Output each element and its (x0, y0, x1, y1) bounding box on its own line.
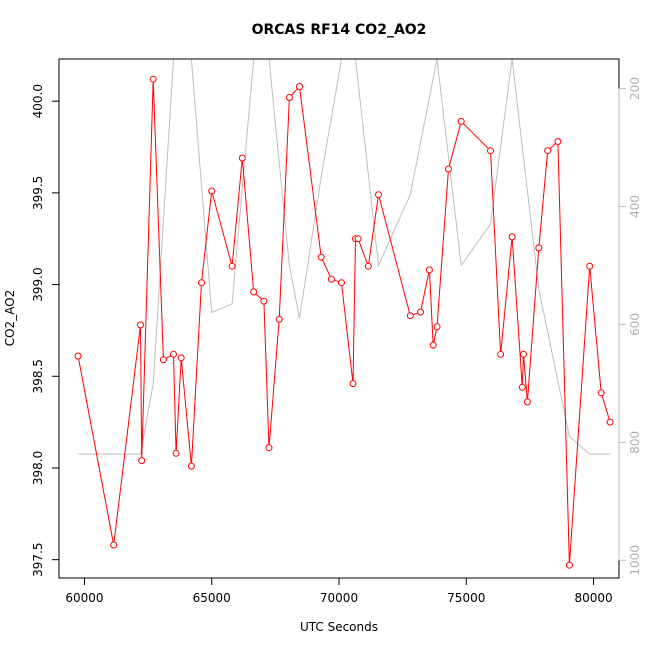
co2-data-point (338, 279, 345, 287)
x-tick-label: 65000 (193, 591, 231, 605)
y-tick-label: 399.5 (31, 176, 45, 210)
co2-data-point (250, 288, 258, 296)
x-axis-label: UTC Seconds (300, 620, 378, 634)
co2-data-point (74, 352, 82, 360)
y-tick-label: 399.0 (31, 267, 45, 301)
y2-tick-label: 600 (628, 313, 642, 336)
co2-data-point (375, 191, 382, 199)
x-tick-label: 70000 (320, 591, 358, 605)
co2-data-point (487, 147, 494, 155)
y2-tick-label: 400 (628, 195, 642, 218)
y-tick-label: 400.0 (31, 84, 45, 118)
co2-data-point (265, 444, 273, 452)
co2-data-point (523, 398, 531, 406)
co2-data-point (187, 462, 195, 470)
chart-title: ORCAS RF14 CO2_AO2 (252, 22, 427, 38)
co2-data-point (586, 262, 594, 270)
co2-data-point (597, 389, 605, 397)
co2-data-point (228, 262, 236, 270)
y2-tick-label: 800 (628, 431, 642, 454)
x-tick-label: 75000 (447, 591, 485, 605)
co2-data-point (518, 383, 526, 391)
y-tick-label: 398.5 (31, 359, 45, 393)
co2-data-point (238, 154, 246, 162)
co2-data-point (172, 449, 180, 457)
y-tick-label: 398.0 (31, 451, 45, 485)
y2-tick-label: 1000 (628, 545, 642, 576)
co2-data-point (606, 418, 614, 426)
co2-data-point (149, 75, 157, 83)
co2-data-point (544, 147, 552, 155)
co2-data-point (177, 354, 185, 362)
co2-data-point (138, 457, 146, 465)
co2-data-point (354, 235, 362, 243)
co2-data-point (159, 356, 167, 364)
x-axis: 60000 65000 70000 75000 80000 (65, 577, 613, 605)
co2-series-line (77, 79, 611, 566)
co2-data-point (110, 541, 118, 549)
co2-data-point (260, 297, 268, 305)
co2-data-point (417, 308, 424, 316)
co2-data-point (554, 138, 562, 145)
x-tick-label: 80000 (574, 591, 612, 605)
plot-frame (58, 58, 620, 579)
x-tick-label: 60000 (65, 591, 103, 605)
co2-data-point (535, 244, 543, 252)
co2-data-point (565, 561, 573, 569)
co2-data-point (364, 262, 372, 270)
co2-data-point (429, 341, 437, 349)
co2-data-point (327, 275, 335, 283)
secondary-series-line (78, 59, 611, 455)
co2-data-point (170, 350, 177, 358)
co2-data-point (285, 94, 293, 101)
co2-data-point (433, 323, 441, 331)
y-axis-label: CO2_AO2 (3, 290, 17, 347)
co2-data-point (497, 350, 505, 358)
y2-tick-label: 200 (628, 77, 642, 100)
co2-data-point (406, 312, 414, 320)
co2-data-point (425, 266, 433, 274)
y-axis-left: 397.5 398.0 398.5 399.0 399.5 400.0 (31, 84, 60, 577)
co2-data-point (445, 165, 452, 173)
co2-data-point (198, 279, 205, 287)
series-layer (74, 59, 614, 569)
co2-data-point (275, 315, 283, 323)
co2-data-point (317, 253, 325, 261)
co2-data-point (457, 117, 465, 125)
co2-data-point (508, 233, 516, 241)
co2-data-point (208, 187, 216, 195)
co2-data-point (349, 380, 357, 388)
y-tick-label: 397.5 (31, 542, 45, 576)
co2-data-point (520, 350, 527, 358)
y-axis-right: 200 400 600 800 1000 (618, 77, 642, 576)
co2-data-point (137, 321, 144, 329)
co2-data-point (296, 83, 303, 90)
